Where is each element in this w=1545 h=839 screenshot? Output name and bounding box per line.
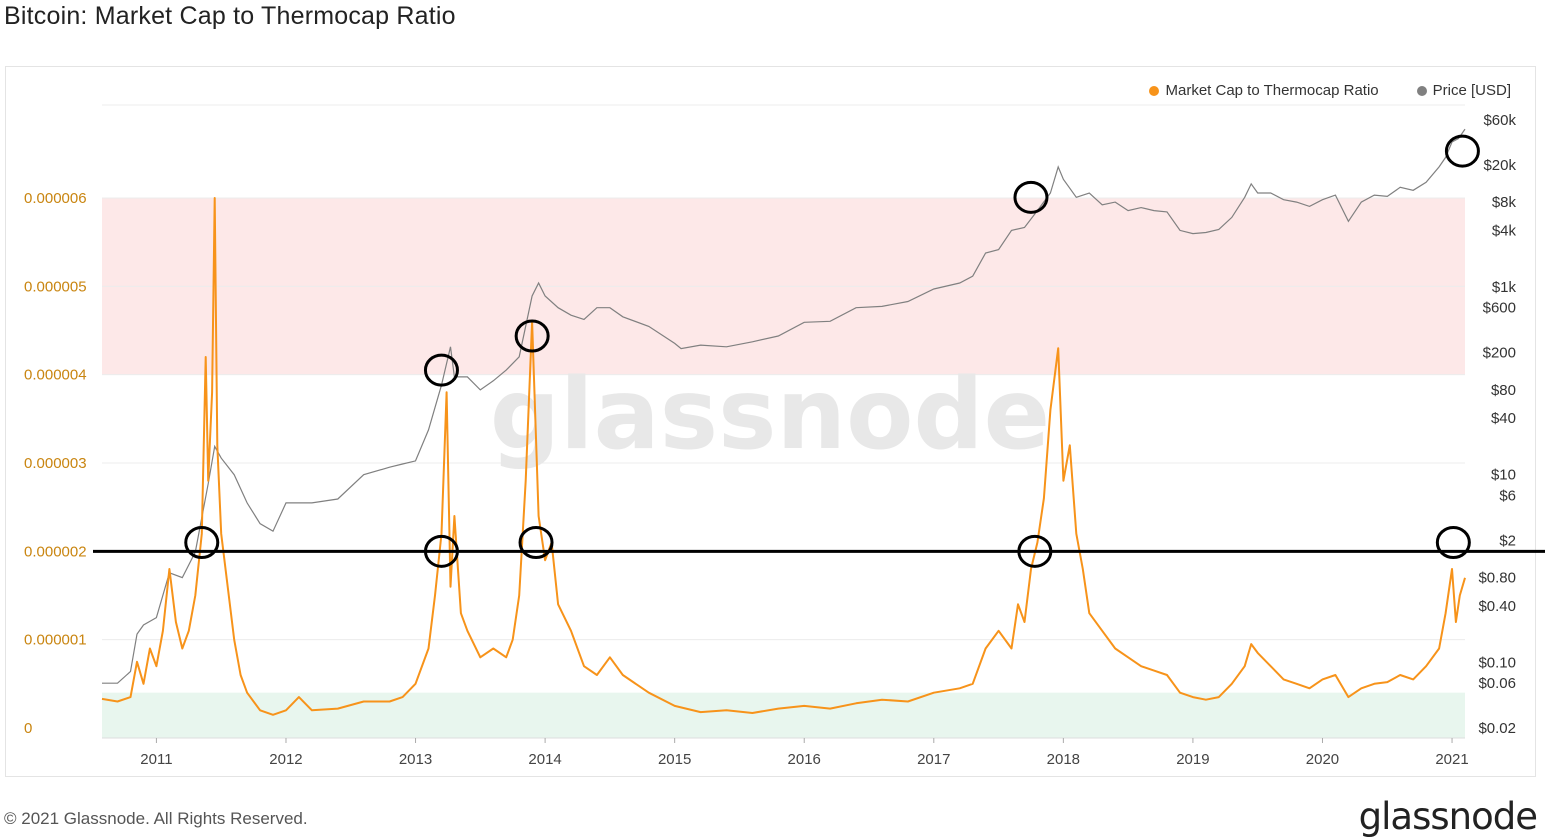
right-tick-label: $60k <box>1483 112 1516 129</box>
legend: Market Cap to Thermocap Ratio Price [USD… <box>1149 82 1511 99</box>
right-tick-label: $0.40 <box>1478 598 1516 615</box>
left-tick-label: 0.000006 <box>24 190 87 207</box>
annotation-circle <box>1013 180 1049 214</box>
right-tick-label: $2 <box>1499 532 1516 549</box>
annotation-circle <box>423 534 459 568</box>
right-tick-label: $10 <box>1491 467 1516 484</box>
x-tick-label: 2016 <box>788 751 821 768</box>
right-tick-label: $0.10 <box>1478 654 1516 671</box>
annotation-circle <box>1017 534 1053 568</box>
right-tick-label: $40 <box>1491 410 1516 427</box>
chart-frame <box>5 66 1536 777</box>
annotation-circle <box>423 353 459 387</box>
legend-label-ratio: Market Cap to Thermocap Ratio <box>1165 82 1379 99</box>
x-tick-label: 2019 <box>1176 751 1209 768</box>
x-tick-label: 2017 <box>917 751 950 768</box>
left-tick-label: 0.000001 <box>24 632 87 649</box>
x-tick-label: 2011 <box>140 751 172 768</box>
x-tick-label: 2015 <box>658 751 691 768</box>
copyright-text: © 2021 Glassnode. All Rights Reserved. <box>4 809 308 828</box>
left-tick-label: 0.000002 <box>24 543 87 560</box>
ratio-series-line <box>101 197 1466 716</box>
left-tick-label: 0 <box>24 720 32 737</box>
price-series-line <box>102 128 1466 684</box>
left-tick-label: 0.000005 <box>24 278 87 295</box>
right-tick-label: $200 <box>1483 345 1516 362</box>
right-tick-label: $1k <box>1492 279 1517 296</box>
page-title: Bitcoin: Market Cap to Thermocap Ratio <box>4 2 456 30</box>
left-tick-label: 0.000004 <box>24 367 87 384</box>
legend-dot-ratio <box>1149 85 1160 96</box>
right-tick-label: $80 <box>1491 382 1516 399</box>
x-tick-label: 2013 <box>399 751 432 768</box>
right-tick-label: $600 <box>1483 300 1516 317</box>
annotation-circle <box>1435 526 1471 559</box>
annotation-circle <box>184 526 220 559</box>
x-tick-label: 2021 <box>1435 751 1468 768</box>
x-tick-label: 2012 <box>269 751 302 768</box>
right-tick-label: $6 <box>1499 487 1516 504</box>
legend-dot-price <box>1416 85 1427 96</box>
x-tick-label: 2018 <box>1047 751 1080 768</box>
left-tick-label: 0.000003 <box>24 455 87 472</box>
annotation-circle <box>1444 134 1480 168</box>
right-tick-label: $0.02 <box>1478 720 1516 737</box>
right-tick-label: $4k <box>1492 222 1517 239</box>
x-tick-label: 2014 <box>528 751 561 768</box>
annotation-circle <box>514 319 550 353</box>
right-tick-label: $0.80 <box>1478 570 1516 587</box>
green-zone-band <box>102 692 1465 738</box>
right-tick-label: $0.06 <box>1478 675 1516 692</box>
legend-label-price: Price [USD] <box>1432 82 1511 99</box>
legend-item-price[interactable]: Price [USD] <box>1416 82 1511 99</box>
watermark: glassnode <box>490 358 1050 472</box>
glassnode-logo[interactable]: glassnode <box>1358 795 1538 838</box>
x-tick-label: 2020 <box>1306 751 1339 768</box>
right-tick-label: $8k <box>1492 194 1517 211</box>
legend-item-ratio[interactable]: Market Cap to Thermocap Ratio <box>1149 82 1379 99</box>
right-tick-label: $20k <box>1483 157 1516 174</box>
annotation-circle <box>518 526 554 559</box>
